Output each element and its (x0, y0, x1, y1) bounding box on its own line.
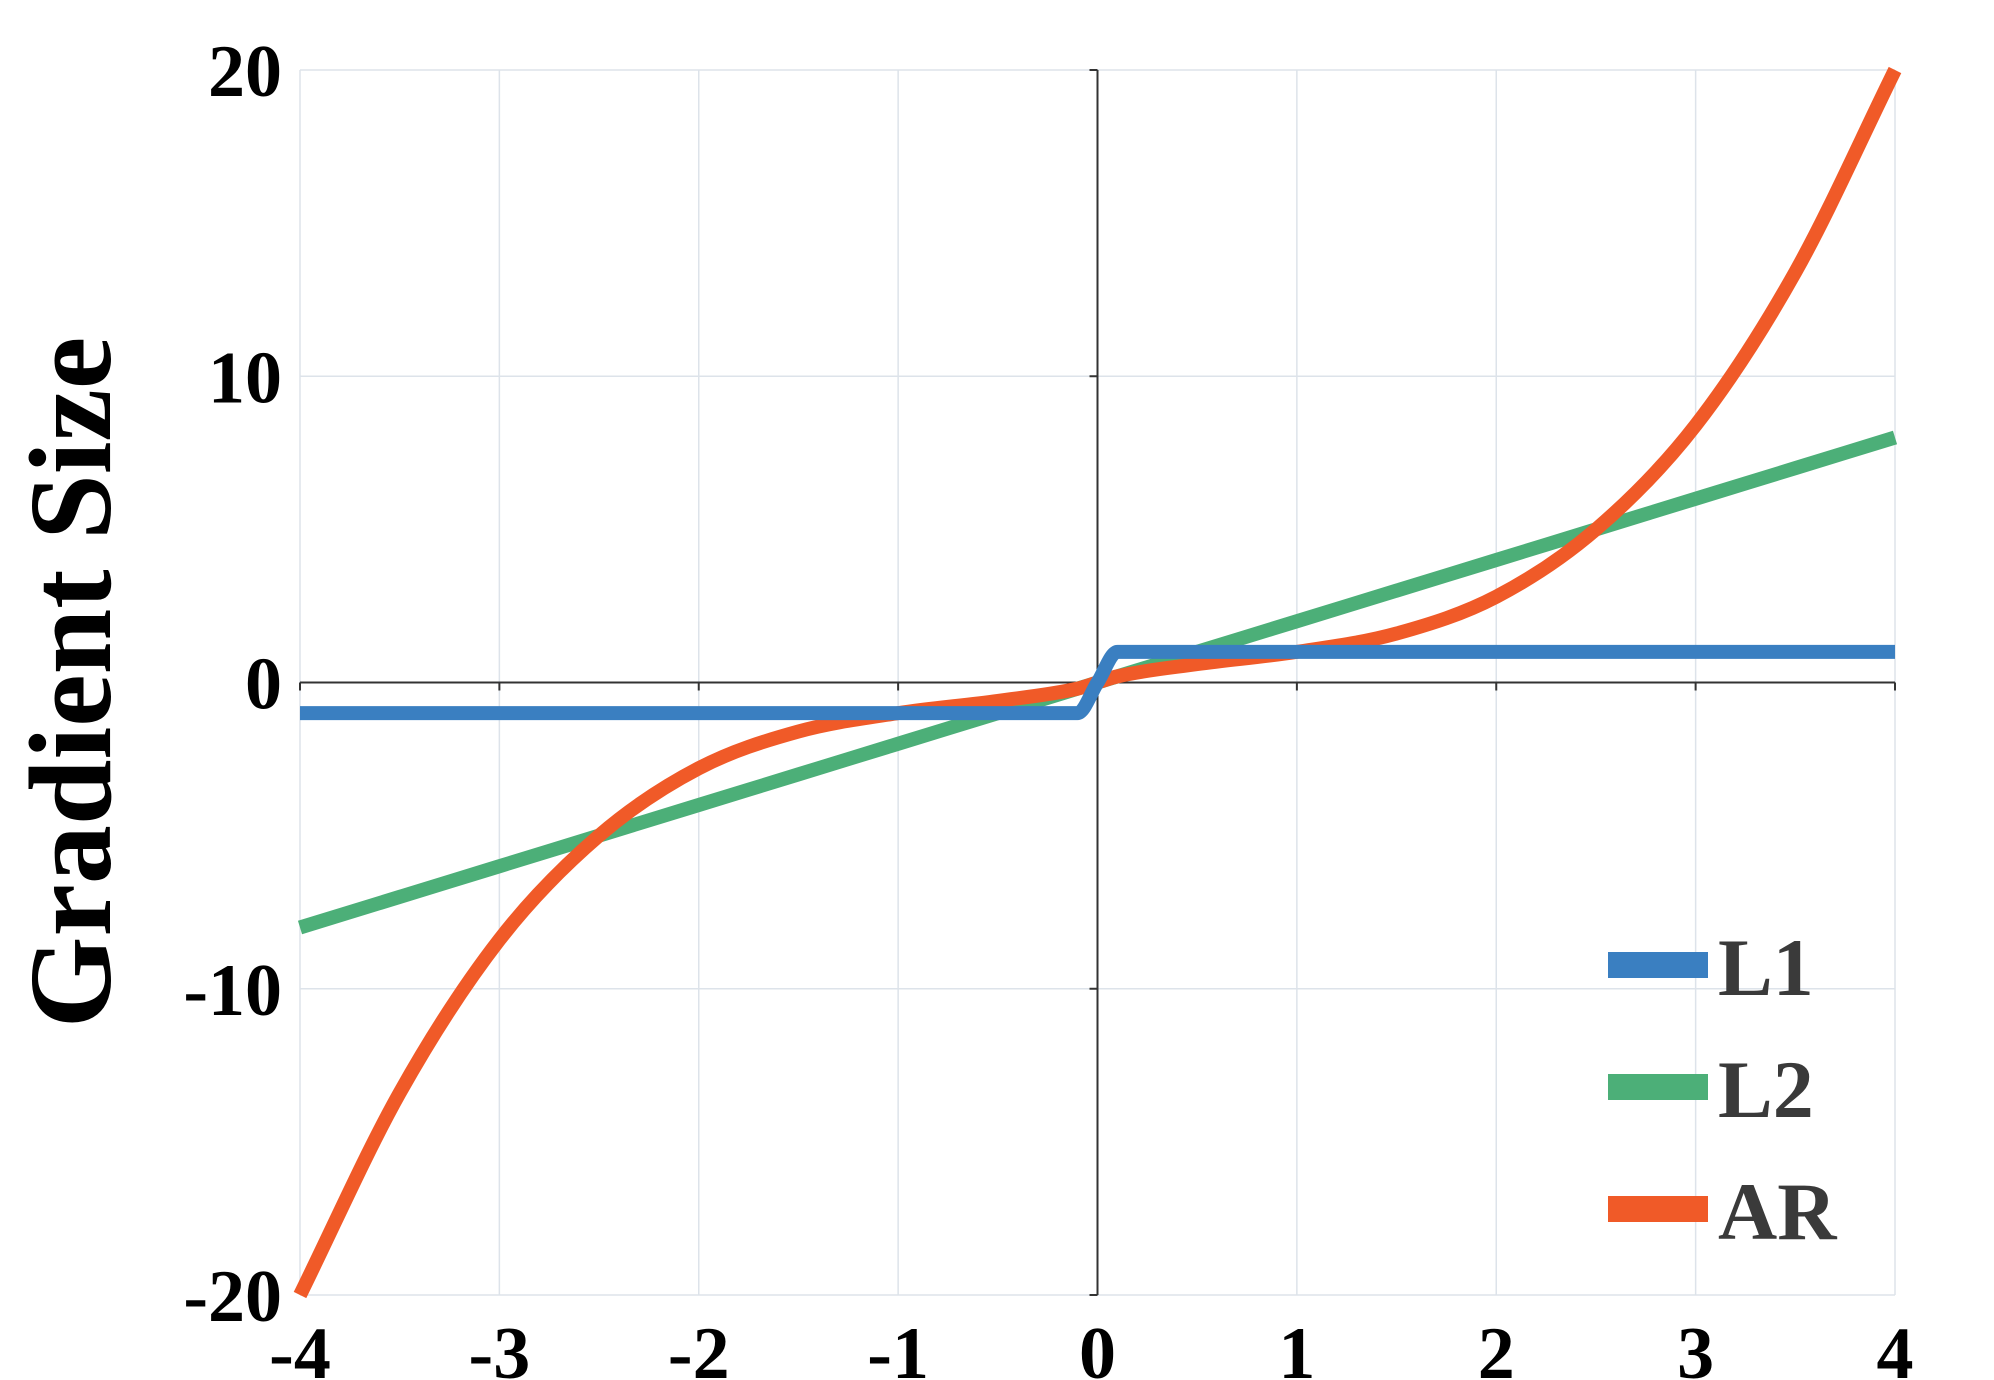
x-tick-label: -3 (469, 1313, 531, 1380)
x-tick-label: 1 (1278, 1313, 1315, 1380)
x-tick-labels: -4 -3 -2 -1 0 1 2 3 4 (269, 1313, 1913, 1380)
legend-label-ar: AR (1718, 1166, 1837, 1257)
legend-label-l1: L1 (1718, 922, 1814, 1013)
y-tick-labels: -20 -10 0 10 20 (183, 31, 282, 1338)
y-tick-label: -20 (183, 1256, 282, 1338)
series-line-l1 (300, 644, 1895, 721)
x-tick-label: -1 (867, 1313, 929, 1380)
x-tick-label: 3 (1677, 1313, 1714, 1380)
x-tick-label: -4 (269, 1313, 331, 1380)
x-tick-label: 2 (1478, 1313, 1515, 1380)
y-tick-label: 20 (208, 31, 282, 113)
y-tick-label: 10 (208, 337, 282, 419)
x-tick-label: 0 (1079, 1313, 1116, 1380)
y-axis-label: Gradient Size (5, 337, 136, 1029)
y-tick-label: -10 (183, 950, 282, 1032)
legend: L1 L2 AR (1608, 922, 1837, 1257)
x-tick-label: 4 (1877, 1313, 1914, 1380)
series-lines (293, 66, 1902, 1299)
x-tick-label: -2 (668, 1313, 730, 1380)
y-tick-label: 0 (245, 644, 282, 726)
legend-label-l2: L2 (1718, 1044, 1814, 1135)
